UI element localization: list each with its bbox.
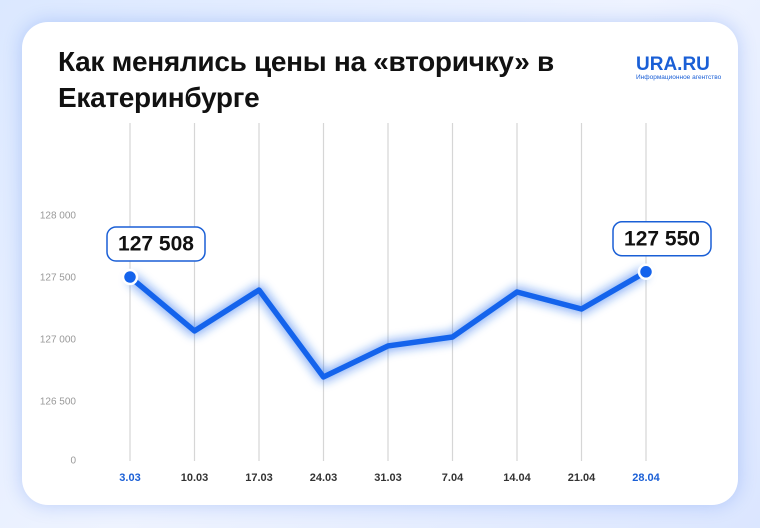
line: [128, 269, 648, 380]
y-tick-label: 0: [70, 456, 76, 467]
x-tick-label: 10.03: [181, 472, 209, 484]
y-tick-label: 127 000: [40, 335, 77, 346]
y-tick-label: 126 500: [40, 397, 77, 408]
logo-subtitle: Информационное агентство: [636, 74, 722, 81]
x-tick-label: 17.03: [245, 472, 273, 484]
x-tick-label: 31.03: [374, 472, 402, 484]
value-label-box: [106, 226, 206, 262]
point: [121, 268, 139, 286]
value-label-box: [612, 221, 712, 257]
value-label: 127 508: [106, 226, 206, 262]
chart-title: Как менялись цены на «вторичку» в Екатер…: [58, 46, 554, 113]
value-label-text: 127 550: [624, 227, 700, 250]
value-label: 127 550: [612, 221, 712, 257]
x-tick-label: 21.04: [568, 472, 596, 484]
point: [637, 263, 655, 281]
x-tick-label: 28.04: [632, 472, 660, 484]
x-tick-label: 24.03: [310, 472, 338, 484]
y-tick-label: 127 500: [40, 273, 77, 284]
x-tick-label: 3.03: [119, 472, 140, 484]
x-tick-label: 7.04: [442, 472, 464, 484]
card: [22, 22, 738, 505]
logo: URA.RU: [636, 54, 710, 75]
y-tick-label: 128 000: [40, 211, 77, 222]
value-label-text: 127 508: [118, 233, 194, 256]
x-tick-label: 14.04: [503, 472, 531, 484]
